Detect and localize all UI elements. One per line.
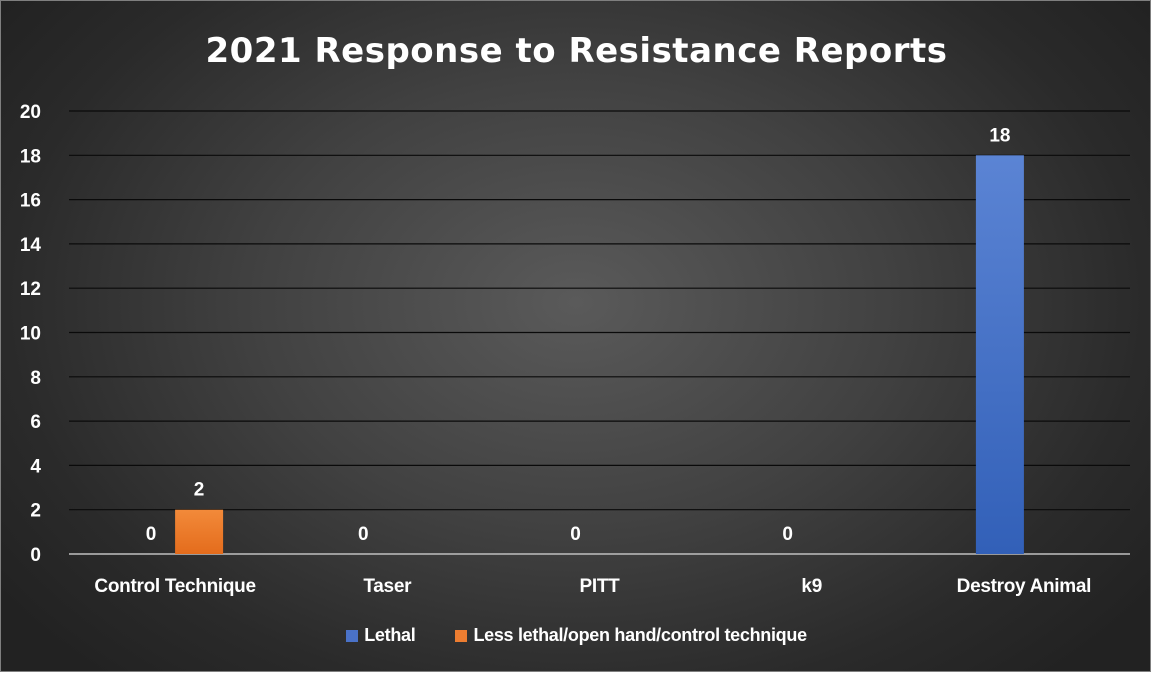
data-label: 0	[782, 524, 793, 545]
legend-label-less-lethal: Less lethal/open hand/control technique	[473, 625, 807, 645]
legend: Lethal Less lethal/open hand/control tec…	[1, 625, 1151, 646]
x-axis-ticks: Control Technique Taser PITT k9 Destroy Anim…	[94, 576, 1091, 597]
bar-lethal-4[interactable]	[975, 155, 1024, 555]
y-tick-label: 4	[30, 456, 41, 477]
y-tick-label: 16	[20, 191, 41, 212]
y-tick-label: 18	[20, 146, 41, 167]
y-tick-label: 20	[20, 102, 41, 123]
gridlines	[69, 110, 1130, 555]
y-tick-label: 2	[30, 501, 41, 522]
y-axis-ticks: 0 2 4 6 8 10 12 14 16 18 20	[20, 102, 42, 566]
y-tick-label: 6	[30, 412, 41, 433]
chart-title: 2021 Response to Resistance Reports	[205, 31, 948, 71]
x-tick-label: Destroy Animal	[957, 576, 1091, 597]
data-label: 18	[989, 125, 1010, 146]
y-tick-label: 14	[20, 235, 42, 256]
data-labels: 0 2 0 0 0 18	[146, 125, 1011, 545]
y-tick-label: 12	[20, 279, 41, 300]
data-label: 0	[570, 524, 581, 545]
x-tick-label: Taser	[363, 576, 412, 597]
bar-less-lethal-0[interactable]	[175, 509, 224, 554]
x-tick-label: k9	[801, 576, 822, 597]
x-tick-label: PITT	[580, 576, 621, 597]
legend-item-lethal[interactable]: Lethal	[346, 625, 416, 646]
legend-label-lethal: Lethal	[364, 625, 416, 645]
data-label: 2	[194, 480, 205, 501]
data-label: 0	[146, 524, 157, 545]
bars	[175, 155, 1024, 555]
y-tick-label: 0	[30, 545, 41, 566]
y-tick-label: 8	[30, 368, 41, 389]
legend-swatch-lethal	[346, 629, 359, 642]
data-label: 0	[358, 524, 369, 545]
x-tick-label: Control Technique	[94, 576, 255, 597]
y-tick-label: 10	[20, 324, 41, 345]
legend-swatch-less-lethal	[455, 629, 468, 642]
legend-item-less-lethal[interactable]: Less lethal/open hand/control technique	[455, 625, 807, 646]
